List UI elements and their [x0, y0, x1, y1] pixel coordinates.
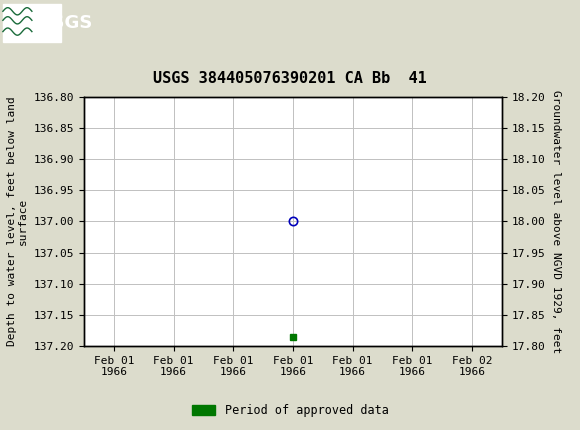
- Text: USGS: USGS: [38, 14, 93, 31]
- Bar: [3, 3, 61, 42]
- Y-axis label: Groundwater level above NGVD 1929, feet: Groundwater level above NGVD 1929, feet: [551, 90, 561, 353]
- Legend: Period of approved data: Period of approved data: [187, 399, 393, 422]
- Y-axis label: Depth to water level, feet below land
surface: Depth to water level, feet below land su…: [7, 97, 28, 346]
- Text: USGS 384405076390201 CA Bb  41: USGS 384405076390201 CA Bb 41: [153, 71, 427, 86]
